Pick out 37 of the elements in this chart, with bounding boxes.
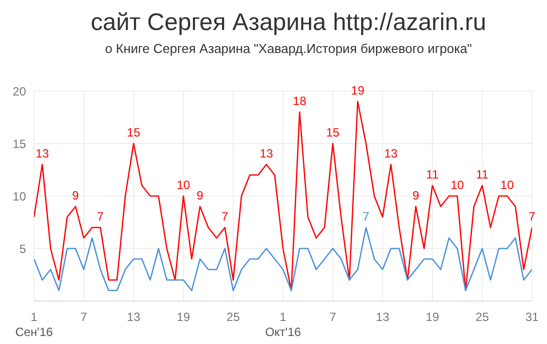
data-label: 7	[528, 210, 536, 224]
x-tick-label: 7	[80, 310, 88, 324]
data-label: 15	[126, 126, 141, 140]
y-tick-label: 15	[12, 136, 26, 151]
x-tick-label: 19	[426, 310, 440, 324]
data-label: 18	[292, 94, 307, 108]
data-label: 9	[412, 188, 420, 202]
data-label: 7	[97, 210, 104, 224]
chart-subtitle: о Книге Сергея Азарина "Хавард.История биржевого игрока"	[104, 41, 473, 56]
data-label: 15	[326, 126, 340, 140]
data-label: 7	[222, 210, 229, 224]
data-label: 10	[450, 178, 464, 192]
x-tick-label: 7	[329, 310, 336, 324]
data-label: 11	[426, 168, 439, 182]
data-label: 11	[476, 168, 489, 182]
data-label: 9	[196, 188, 204, 202]
chart-title: сайт Сергея Азарина http://azarin.ru	[90, 8, 488, 38]
x-tick-label: 19	[176, 310, 190, 324]
x-tick-label: 25	[476, 310, 490, 324]
data-label: 10	[176, 178, 190, 192]
data-label: 10	[500, 178, 514, 192]
data-label: 19	[351, 84, 365, 98]
data-label: 13	[260, 146, 274, 160]
x-tick-label: 31	[525, 310, 539, 324]
x-tick-label: 13	[376, 310, 390, 324]
line-series	[34, 226, 532, 292]
data-label: 9	[72, 188, 80, 202]
x-tick-label: 1 Окт'16	[265, 310, 302, 339]
y-tick-label: 5	[19, 242, 26, 256]
y-tick-label: 10	[12, 189, 26, 204]
data-label: 13	[384, 146, 398, 160]
data-label: 13	[36, 146, 50, 160]
x-tick-label: 13	[126, 310, 141, 324]
x-tick-label: 1 Сен'16	[15, 310, 54, 339]
data-label: 7	[362, 210, 370, 224]
x-tick-label: 25	[226, 310, 240, 324]
y-tick-label: 20	[12, 84, 26, 98]
